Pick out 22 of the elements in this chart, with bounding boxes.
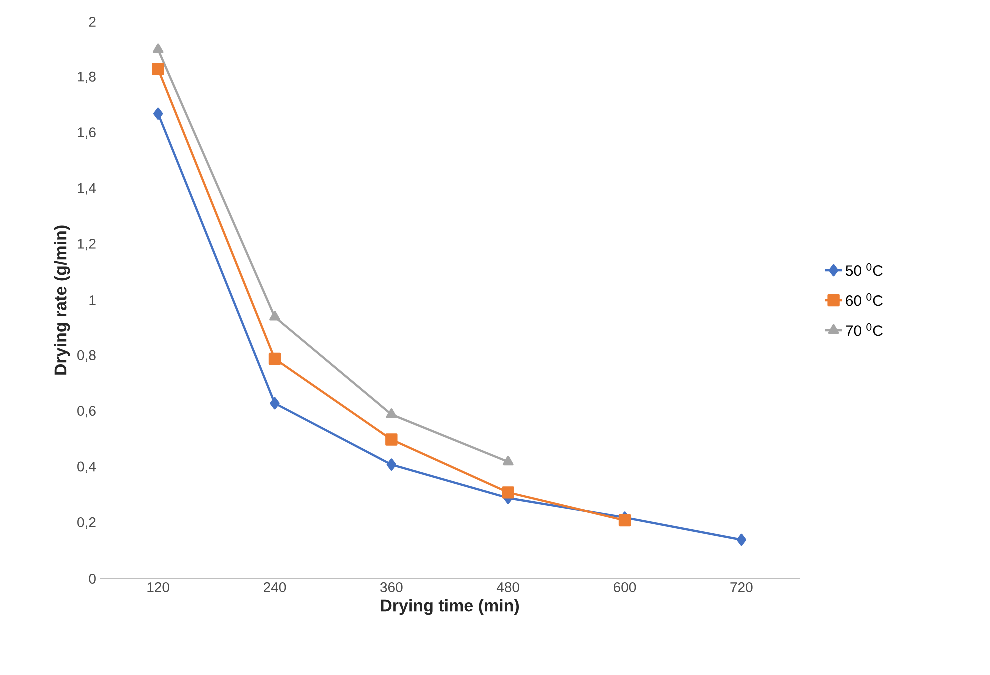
x-tick-label: 480 — [496, 582, 520, 592]
legend-label: 50 $^{0}$C — [846, 263, 883, 276]
x-tick-label: 120 — [148, 582, 170, 592]
y-tick-label: 0,2 — [78, 518, 96, 530]
x-tick-label: 600 — [614, 582, 636, 592]
y-tick-label: 1 — [90, 296, 96, 306]
y-tick-label: 0,4 — [78, 462, 96, 474]
x-tick-label: 720 — [730, 582, 753, 592]
y-tick-label: 1,4 — [78, 183, 96, 195]
y-tick-label: 0,6 — [78, 406, 96, 418]
x-axis-title: Drying time (min) — [381, 599, 520, 616]
legend-label: 60 $^{0}$C — [846, 293, 883, 306]
y-axis-title: Drying rate (g/min) — [54, 226, 70, 375]
y-tick-label: 2 — [89, 17, 96, 27]
y-tick-label: 1,2 — [78, 239, 96, 251]
x-tick-label: 360 — [380, 582, 403, 592]
y-tick-label: 1,8 — [78, 72, 96, 84]
y-tick-label: 0,8 — [78, 350, 96, 362]
y-tick-label: 0 — [89, 574, 96, 584]
y-tick-label: 1,6 — [78, 128, 96, 140]
x-tick-label: 240 — [264, 582, 286, 592]
legend-label: 70 $^{0}$C — [846, 324, 883, 336]
